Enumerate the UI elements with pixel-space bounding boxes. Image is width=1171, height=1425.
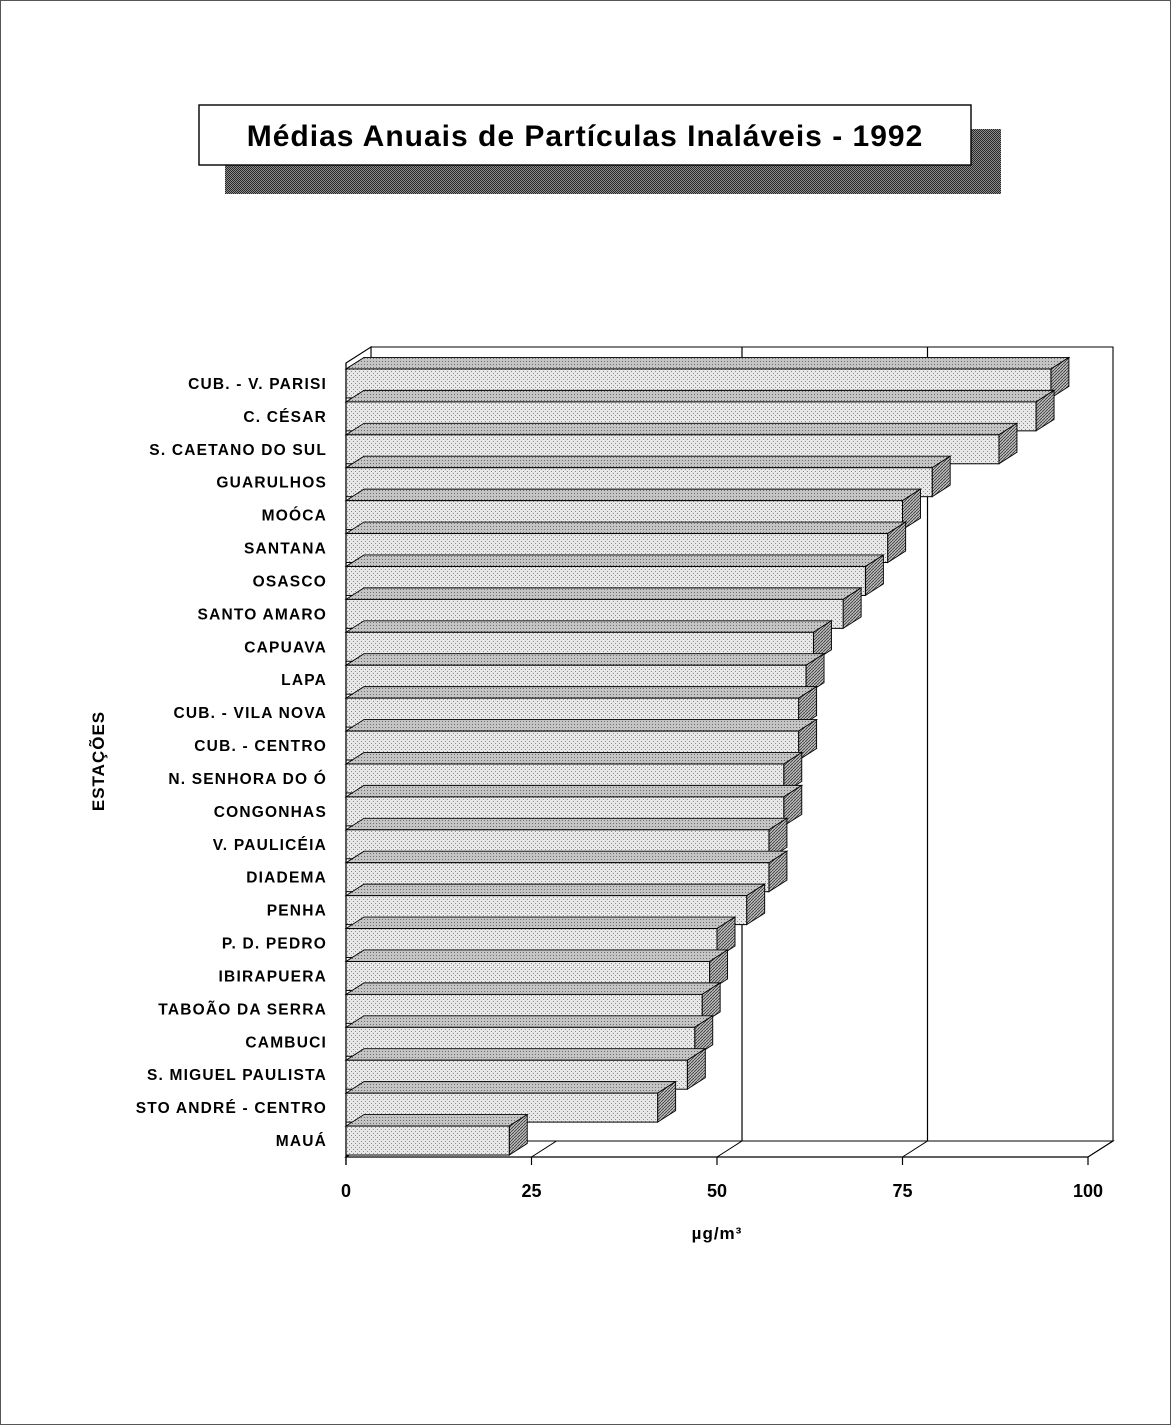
category-labels: CUB. - V. PARISI C. CÉSAR S. CAETANO DO SU… bbox=[136, 376, 327, 1150]
x-axis-ticks: 0 25 50 75 100 bbox=[341, 363, 1103, 1201]
bar-top-face bbox=[344, 686, 819, 699]
x-tick-label: 100 bbox=[1073, 1181, 1103, 1201]
category-label: TABOÃO DA SERRA bbox=[158, 1000, 327, 1018]
category-label: P. D. PEDRO bbox=[222, 936, 327, 953]
category-label: LAPA bbox=[281, 672, 327, 689]
category-label: MAUÁ bbox=[276, 1133, 327, 1150]
bar-top-face bbox=[344, 1081, 678, 1094]
floor-gridline bbox=[531, 1140, 557, 1158]
bar-top-face bbox=[344, 488, 923, 502]
category-label: CUB. - V. PARISI bbox=[188, 376, 327, 393]
bar-top-face bbox=[344, 357, 1071, 370]
bar-top-face bbox=[344, 554, 885, 567]
category-label: N. SENHORA DO Ó bbox=[168, 770, 327, 788]
bar-top-face bbox=[344, 817, 789, 831]
category-label: SANTANA bbox=[244, 541, 327, 558]
floor-gridline bbox=[716, 1140, 743, 1158]
category-label: V. PAULICÉIA bbox=[213, 837, 327, 854]
bar-top-face bbox=[344, 949, 730, 962]
bar-top-face bbox=[344, 784, 804, 798]
category-label: PENHA bbox=[267, 903, 327, 920]
category-label: SANTO AMARO bbox=[198, 606, 327, 623]
category-label: OSASCO bbox=[253, 573, 327, 590]
x-tick-label: 50 bbox=[707, 1181, 727, 1201]
category-label: IBIRAPUERA bbox=[219, 968, 327, 985]
category-label: GUARULHOS bbox=[216, 475, 327, 492]
bar bbox=[344, 1113, 529, 1156]
bar-top-face bbox=[344, 1048, 707, 1061]
x-axis-title: µg/m³ bbox=[692, 1224, 743, 1243]
chart-title-group: Médias Anuais de Partículas Inaláveis - … bbox=[198, 104, 1001, 194]
category-label: C. CÉSAR bbox=[243, 409, 327, 426]
bar-top-face bbox=[344, 455, 952, 469]
floor-gridline bbox=[902, 1140, 928, 1158]
category-label: MOÓCA bbox=[262, 507, 327, 525]
bar-top-face bbox=[344, 1015, 715, 1028]
bar bbox=[344, 685, 819, 728]
bar-top-face bbox=[344, 587, 863, 600]
category-label: CUB. - VILA NOVA bbox=[173, 705, 327, 722]
bar-top-face bbox=[344, 521, 908, 535]
bars bbox=[344, 356, 1071, 1156]
title-box bbox=[198, 104, 972, 166]
x-tick-label: 75 bbox=[892, 1181, 912, 1201]
category-label: DIADEMA bbox=[246, 870, 327, 887]
bar-top-face bbox=[344, 1114, 529, 1127]
bar-top-face bbox=[344, 883, 767, 897]
bar-top-face bbox=[344, 719, 819, 732]
bar-top-face bbox=[344, 752, 804, 765]
category-label: S. CAETANO DO SUL bbox=[149, 442, 327, 459]
bar-top-face bbox=[344, 850, 789, 864]
x-tick-label: 25 bbox=[521, 1181, 541, 1201]
bar-top-face bbox=[344, 620, 833, 633]
x-tick-label: 0 bbox=[341, 1181, 351, 1201]
category-label: CAMBUCI bbox=[245, 1034, 327, 1051]
y-axis-title: ESTAÇÕES bbox=[88, 711, 108, 811]
category-label: CONGONHAS bbox=[214, 804, 327, 821]
category-label: CAPUAVA bbox=[244, 639, 327, 656]
chart-title: Médias Anuais de Partículas Inaláveis - … bbox=[247, 120, 924, 153]
bar-top-face bbox=[344, 982, 722, 995]
bar-top-face bbox=[344, 653, 826, 666]
category-label: STO ANDRÉ - CENTRO bbox=[136, 1100, 327, 1117]
bar-top-face bbox=[344, 422, 1019, 436]
floor-gridline bbox=[1087, 1140, 1114, 1158]
bar-front-face bbox=[345, 1125, 510, 1156]
category-label: S. MIGUEL PAULISTA bbox=[147, 1067, 327, 1084]
bar-top-face bbox=[344, 916, 737, 930]
bar-top-face bbox=[344, 389, 1056, 403]
category-label: CUB. - CENTRO bbox=[194, 738, 327, 755]
